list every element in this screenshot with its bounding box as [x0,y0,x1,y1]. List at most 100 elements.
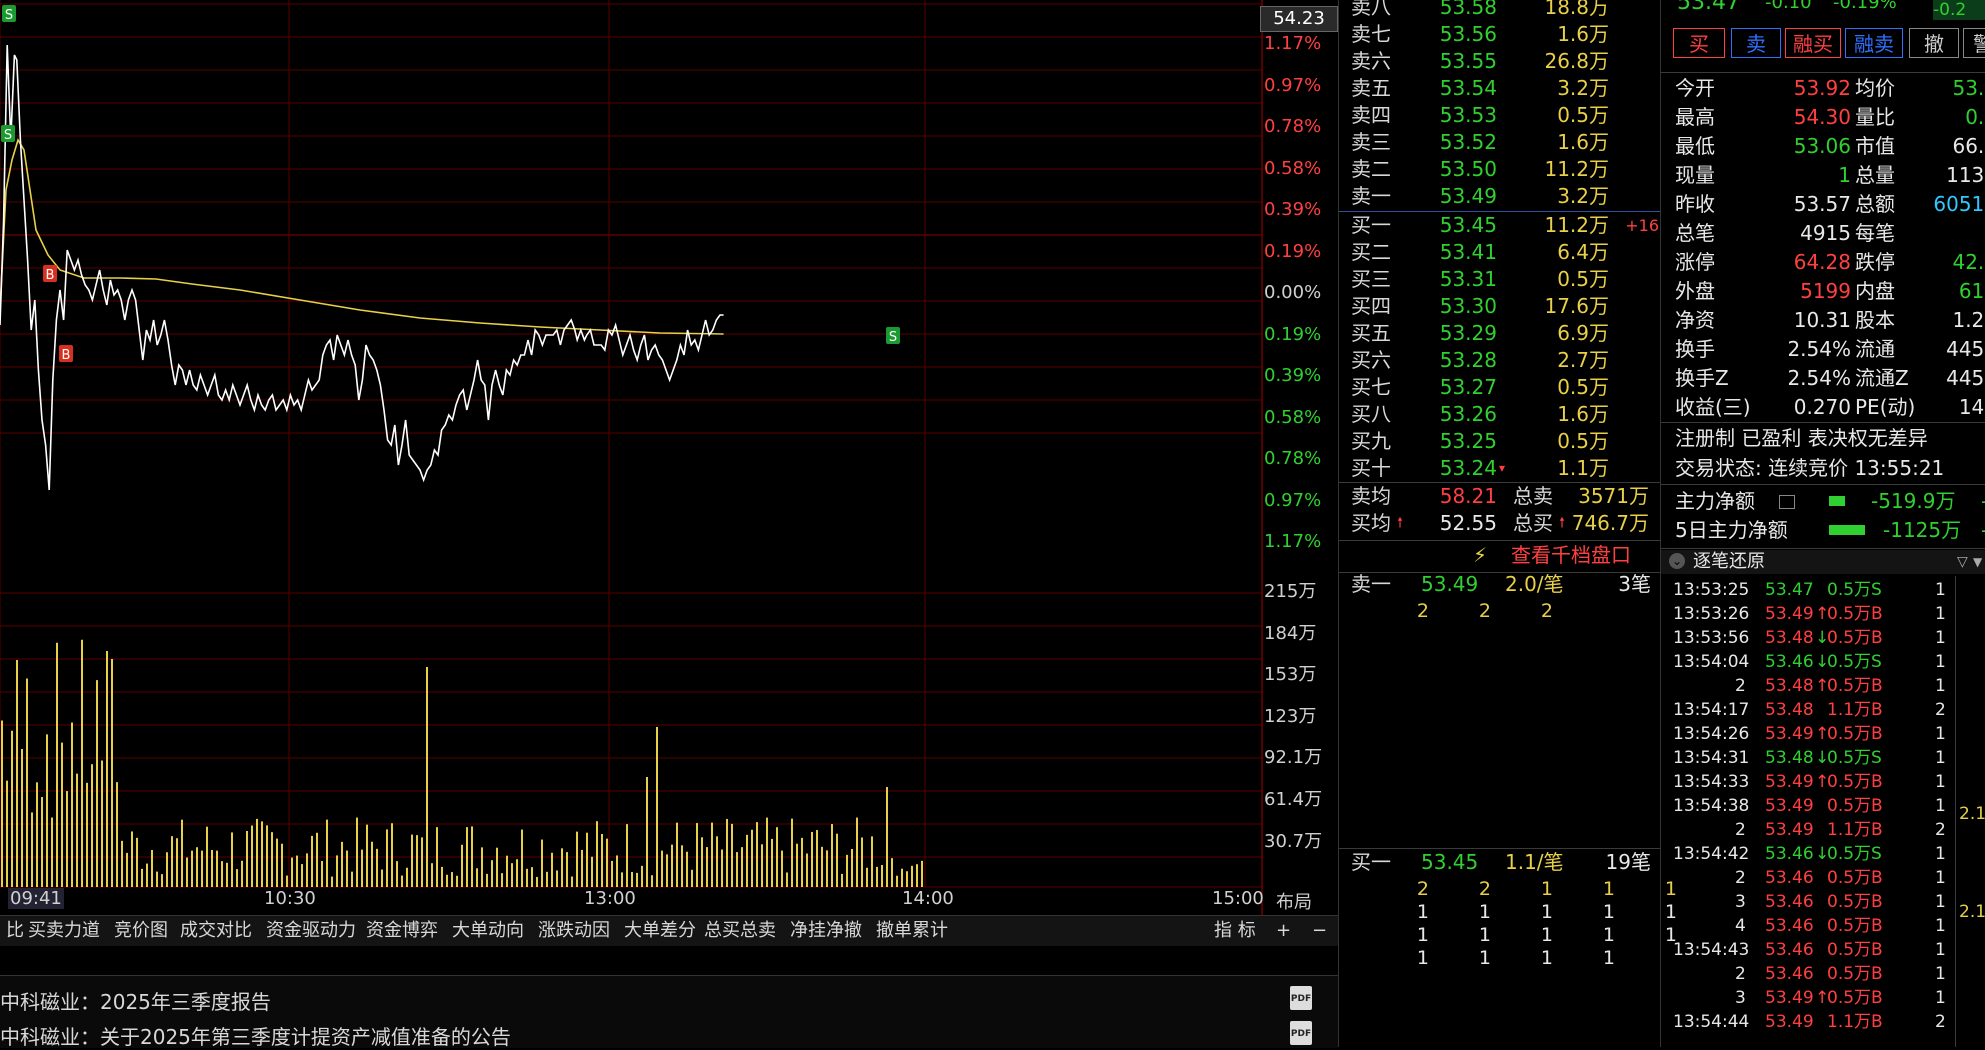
ask-level[interactable]: 卖七 53.56 1.6万 [1351,22,1609,46]
bid-level[interactable]: 买八 53.26 1.6万 [1351,402,1609,426]
side-change-badge: -0.2 [1933,0,1985,20]
indicator-tab[interactable]: 大单差分 [624,920,696,941]
bid-level[interactable]: 买九 53.25 0.5万 [1351,429,1609,453]
trading-status: 交易状态: 连续竞价 13:55:21 [1675,456,1945,480]
indicator-tab[interactable]: 资金驱动力 [266,920,356,941]
registration-line: 注册制 已盈利 表决权无差异 [1675,426,1928,450]
lightning-icon: ⚡ [1473,543,1488,567]
trade-row: 2 53.46 0.5万B 1 [1735,964,1946,984]
pdf-icon[interactable]: PDF [1290,986,1312,1010]
sell-marker: S [2,5,16,23]
zoom-out-button[interactable]: − [1312,920,1328,941]
arrow-down-icon: ↓ [1815,748,1830,768]
menu-icon[interactable] [1779,495,1795,509]
announcement-item[interactable]: 中科磁业：关于2025年第三季度计提资产减值准备的公告 [0,1025,511,1049]
intraday-chart[interactable]: S S B B S 54.23 1.17% 0.97% 0.78% 0.58% 0.39% 0.1… [0,0,1338,915]
queue-ask-header: 卖一 53.49 2.0/笔 3笔 [1351,572,1651,596]
queue-order: 2 [1478,878,1491,900]
bid-level[interactable]: 买七 53.27 0.5万 [1351,375,1609,399]
time-axis-label: 13:00 [584,888,636,909]
trade-row: 2 53.49 1.1万B 2 [1735,820,1946,840]
side-value: 2.1 [1959,902,1985,922]
trade-button[interactable]: 融买 [1785,28,1841,58]
bid-level[interactable]: 买六 53.28 2.7万 [1351,348,1609,372]
indicator-tab[interactable]: 资金博弈 [366,920,438,941]
trade-button[interactable]: 撤 [1909,28,1959,58]
ask-level[interactable]: 卖六 53.55 26.8万 [1351,49,1609,73]
price-axis-label: 0.19% [1264,323,1322,345]
trade-button[interactable]: 警 [1963,28,1985,58]
dropdown-icon[interactable]: ▼ [1973,555,1983,569]
quote-row: 换手2.54%流通4451 [1675,337,1985,361]
quote-row: 现量1总量1131 [1675,163,1985,187]
bid-level[interactable]: 买四 53.30 17.6万 [1351,294,1609,318]
ask-level[interactable]: 卖四 53.53 0.5万 [1351,103,1609,127]
volume-axis-label: 30.7万 [1264,830,1323,852]
ask-level[interactable]: 卖八 53.58 18.8万 [1351,0,1609,19]
flow-bar [1829,496,1845,506]
view-depth-link[interactable]: 查看千档盘口 [1511,543,1631,567]
bid-level[interactable]: 买三 53.31 0.5万 [1351,267,1609,291]
bid-level[interactable]: 买一 53.45 11.2万 +16 [1351,213,1659,237]
trade-button[interactable]: 卖 [1731,28,1781,58]
arrow-up-icon: ↑ [1815,988,1830,1008]
pdf-icon[interactable]: PDF [1290,1021,1312,1045]
time-axis-label: 10:30 [264,888,316,909]
trade-row: 13:53:56 53.48 ↓ 0.5万B 1 [1673,628,1946,648]
trade-row: 3 53.46 0.5万B 1 [1735,892,1946,912]
volume-bars [1,639,923,887]
bid-level[interactable]: 买二 53.41 6.4万 [1351,240,1609,264]
order-book: 卖八 53.58 18.8万卖七 53.56 1.6万 卖六 53.55 26.8万 卖五 53.… [1338,0,1677,1047]
indicator-tab[interactable]: 成交对比 [180,920,252,941]
indicator-tab[interactable]: 净挂净撤 [790,920,862,941]
indicator-tab[interactable]: 比 [6,920,24,941]
filter-icon[interactable]: ▽ [1957,554,1968,570]
zoom-in-button[interactable]: + [1276,920,1292,941]
indicator-tab[interactable]: 大单动向 [452,920,524,941]
price-axis-label: 0.97% [1264,489,1322,511]
indicator-tab[interactable]: 涨跌动因 [538,920,610,941]
collapse-icon[interactable]: ⌄ [1669,553,1685,569]
ask-level[interactable]: 卖五 53.54 3.2万 [1351,76,1609,100]
queue-order: 2 [1416,878,1429,900]
indicator-tab[interactable]: 撤单累计 [876,920,948,941]
queue-order: 1 [1416,901,1429,923]
indicator-button[interactable]: 指 标 [1214,920,1256,941]
queue-order: 1 [1416,947,1429,969]
flow-bar [1829,525,1865,535]
ask-level[interactable]: 卖二 53.50 11.2万 [1351,157,1609,181]
arrow-down-icon: ↓ [1815,652,1830,672]
bid-level[interactable]: 买五 53.29 6.9万 [1351,321,1609,345]
queue-order: 1 [1478,924,1491,946]
queue-order: 2 [1540,600,1553,622]
indicator-tab[interactable]: 竞价图 [114,920,168,941]
queue-order: 2 [1416,600,1429,622]
depth-link-row[interactable]: ⚡ 查看千档盘口 [1339,542,1661,569]
trade-button[interactable]: 买 [1673,28,1725,58]
price-axis-label: 1.17% [1264,531,1322,552]
queue-bid-header: 买一 53.45 1.1/笔 19笔 [1351,850,1651,874]
ask-level[interactable]: 卖三 53.52 1.6万 [1351,130,1609,154]
indicator-tab[interactable]: 总买总卖 [704,920,776,941]
trade-row: 13:54:33 53.49 ↑ 0.5万B 1 [1673,772,1946,792]
chart-canvas[interactable]: S S B B S [0,0,1338,915]
bid-average-row: 买均 🠕 52.55 总买 🠕 746.7万 [1351,511,1649,535]
trade-row: 13:54:43 53.46 0.5万B 1 [1673,940,1946,960]
announcement-item[interactable]: 中科磁业：2025年三季度报告 [0,990,271,1014]
trade-button[interactable]: 融卖 [1845,28,1903,58]
bid-level[interactable]: 买十 53.24 1.1万 ▾ [1351,456,1609,480]
trade-row: 13:53:26 53.49 ↑ 0.5万B 1 [1673,604,1946,624]
indicator-tab[interactable]: 买卖力道 [28,920,100,941]
price-axis-label: 0.97% [1264,74,1322,96]
ask-level[interactable]: 卖一 53.49 3.2万 [1351,184,1609,208]
trades-header[interactable]: ⌄ 逐笔还原 ▽ ▼ [1661,550,1985,574]
time-axis-label: 14:00 [902,888,954,909]
queue-order: 1 [1540,924,1553,946]
arrow-up-icon: ↑ [1815,676,1830,696]
queue-order: 1 [1664,901,1677,923]
layout-button[interactable]: 布局 [1276,892,1312,913]
arrow-up-icon: ↑ [1815,724,1830,744]
